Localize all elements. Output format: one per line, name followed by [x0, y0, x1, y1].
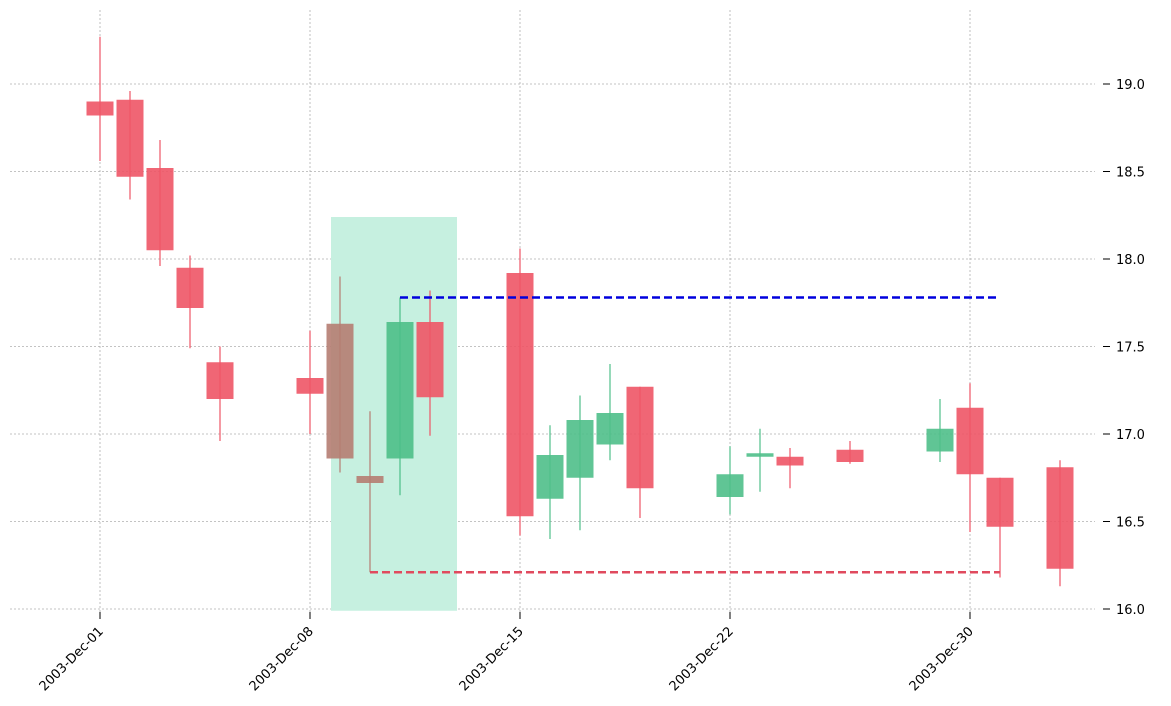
candle-body: [566, 420, 594, 478]
candle-body: [626, 386, 654, 489]
candle-body: [836, 449, 864, 462]
candle-body: [776, 456, 804, 466]
candle-body: [206, 362, 234, 399]
candle: [626, 386, 654, 518]
x-tick-label: 2003-Dec-30: [907, 624, 977, 694]
candle: [356, 411, 384, 573]
y-tick-label: 16.5: [1116, 516, 1145, 531]
candle: [146, 140, 174, 266]
candle: [326, 276, 354, 473]
candle-body: [986, 477, 1014, 527]
candle-body: [176, 267, 204, 308]
candle-body: [956, 407, 984, 475]
candle: [176, 255, 204, 349]
candle: [116, 91, 144, 200]
candle: [716, 446, 744, 515]
y-tick-label: 18.0: [1116, 253, 1145, 268]
axes: 16.0 16.5 17.0 17.5 18.0 18.5 19.0 2003-Dec-01 2…: [37, 78, 1145, 694]
candle: [1046, 460, 1074, 587]
candle: [566, 395, 594, 531]
candle: [596, 364, 624, 461]
x-tick-label: 2003-Dec-01: [37, 624, 107, 694]
candle-body: [416, 322, 444, 398]
grid-lines: [10, 10, 1095, 612]
candle: [206, 346, 234, 441]
candle: [416, 290, 444, 436]
y-tick-label: 17.0: [1116, 428, 1145, 443]
candle-body: [536, 455, 564, 499]
candle-body: [116, 99, 144, 177]
candle: [86, 36, 114, 161]
y-tick-label: 18.5: [1116, 166, 1145, 181]
candle: [836, 441, 864, 464]
y-tick-label: 17.5: [1116, 341, 1145, 356]
candle-body: [746, 453, 774, 457]
candle-body: [356, 476, 384, 483]
candle: [536, 425, 564, 539]
candle: [776, 448, 804, 489]
reference-lines: [370, 296, 1000, 574]
candle-body: [926, 428, 954, 452]
candle: [956, 383, 984, 532]
x-tick-label: 2003-Dec-22: [667, 624, 737, 694]
candle-body: [146, 168, 174, 251]
y-tick-label: 16.0: [1116, 603, 1145, 618]
candle-body: [1046, 467, 1074, 569]
candle: [746, 428, 774, 492]
candle-body: [86, 101, 114, 116]
candle-body: [296, 378, 324, 394]
candles: [86, 36, 1074, 587]
candle: [986, 477, 1014, 578]
y-tick-label: 19.0: [1116, 78, 1145, 93]
candle: [926, 399, 954, 462]
candle: [296, 330, 324, 434]
candle: [386, 297, 414, 496]
candle: [506, 248, 534, 536]
x-tick-label: 2003-Dec-15: [457, 624, 527, 694]
candle-body: [386, 322, 414, 459]
candle-body: [326, 323, 354, 459]
x-tick-label: 2003-Dec-08: [247, 624, 317, 694]
candle-body: [596, 413, 624, 445]
candle-body: [716, 474, 744, 497]
candle-body: [506, 273, 534, 517]
